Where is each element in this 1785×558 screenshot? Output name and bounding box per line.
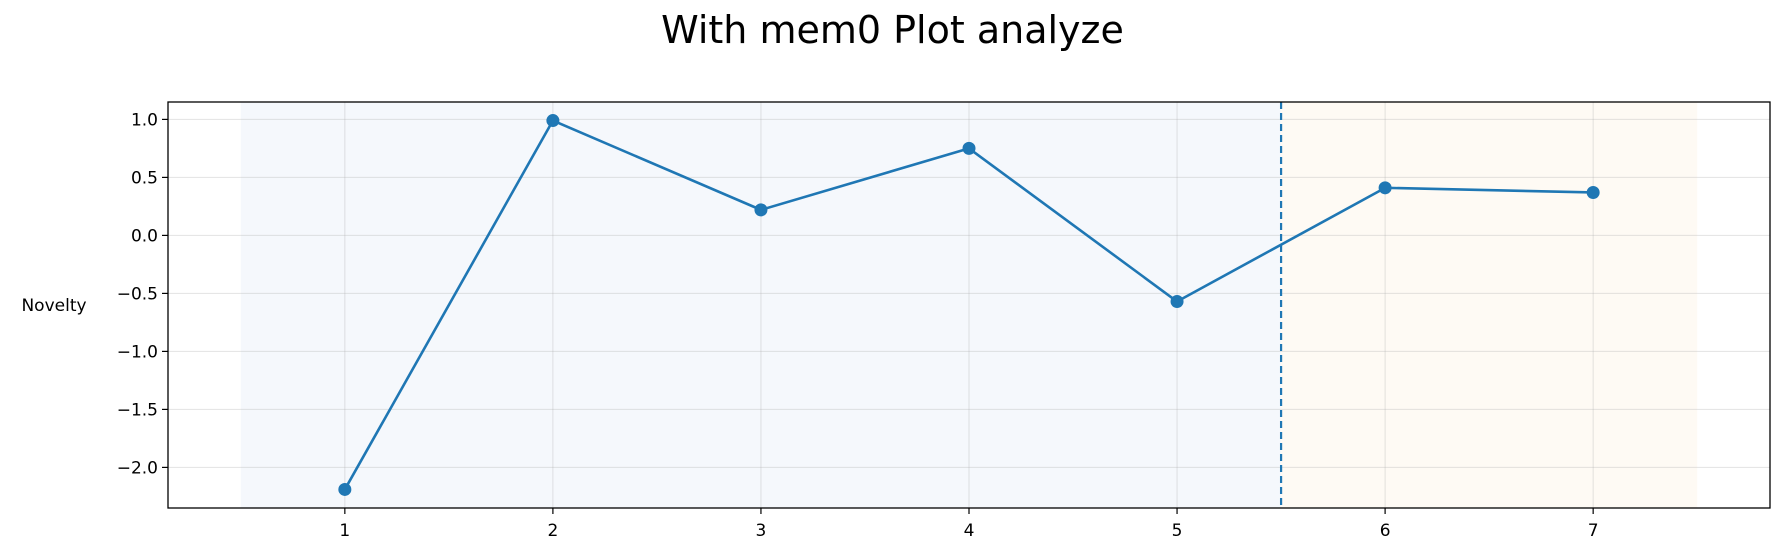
shaded-region-1 [240,102,1282,508]
x-tick-label-3: 3 [756,521,767,541]
data-point-2 [546,114,560,128]
x-tick-label-6: 6 [1380,521,1391,541]
y-tick-label-3: 0.0 [131,226,158,246]
data-point-5 [1170,295,1184,309]
x-tick-label-1: 1 [339,521,350,541]
x-tick-label-2: 2 [547,521,558,541]
x-tick-label-5: 5 [1172,521,1183,541]
y-tick-label-2: 0.5 [131,168,158,188]
data-point-6 [1378,181,1392,195]
y-axis-label: Novelty [21,296,86,316]
data-point-3 [754,203,768,217]
y-tick-label-1: 1.0 [131,110,158,130]
chart-title: With mem0 Plot analyze [661,8,1124,52]
data-point-1 [338,482,352,496]
data-point-7 [1586,185,1600,199]
y-tick-label-7: −2.0 [117,458,158,478]
y-tick-label-6: −1.5 [117,400,158,420]
x-tick-label-4: 4 [964,521,975,541]
tick-layer: 1 2 3 4 5 6 7 1.0 0.5 0.0 −0.5 −1.0 −1.5 −2.0 [117,110,1599,541]
shaded-region-2 [1281,102,1698,508]
y-tick-label-4: −0.5 [117,284,158,304]
series-layer [338,114,1600,496]
shade-layer [240,102,1698,508]
data-point-4 [962,141,976,155]
x-tick-label-7: 7 [1588,521,1599,541]
y-tick-label-5: −1.0 [117,342,158,362]
